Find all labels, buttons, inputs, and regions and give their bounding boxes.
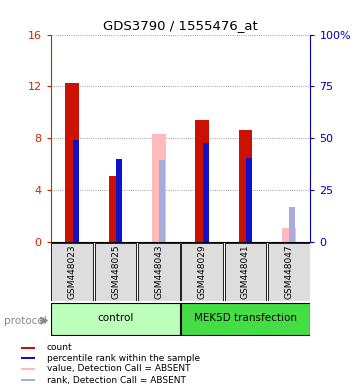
Bar [282, 228, 296, 242]
Bar [246, 158, 252, 242]
Bar [268, 243, 310, 301]
Bar [109, 176, 122, 242]
Bar [195, 120, 209, 242]
Text: GSM448043: GSM448043 [155, 244, 163, 299]
Text: protocol: protocol [4, 316, 46, 326]
Text: GSM448029: GSM448029 [198, 244, 206, 299]
Text: MEK5D transfection: MEK5D transfection [194, 313, 297, 323]
Bar [289, 207, 295, 242]
Text: rank, Detection Call = ABSENT: rank, Detection Call = ABSENT [47, 376, 186, 384]
Bar [21, 379, 35, 381]
Text: GSM448041: GSM448041 [241, 244, 250, 299]
Bar [181, 303, 310, 334]
Text: GSM448023: GSM448023 [68, 244, 77, 299]
Bar [159, 160, 165, 242]
Bar [95, 243, 136, 301]
Bar [51, 303, 180, 334]
Text: value, Detection Call = ABSENT: value, Detection Call = ABSENT [47, 364, 190, 374]
Bar [203, 144, 209, 242]
Bar [181, 243, 223, 301]
Text: control: control [97, 313, 134, 323]
Text: GSM448047: GSM448047 [284, 244, 293, 299]
Bar [152, 134, 166, 242]
Text: GSM448025: GSM448025 [111, 244, 120, 299]
Title: GDS3790 / 1555476_at: GDS3790 / 1555476_at [103, 19, 258, 32]
Text: count: count [47, 343, 72, 352]
Bar [116, 159, 122, 242]
Bar [138, 243, 180, 301]
Bar [225, 243, 266, 301]
Bar [21, 347, 35, 349]
Bar [21, 368, 35, 370]
Bar [21, 357, 35, 359]
Text: percentile rank within the sample: percentile rank within the sample [47, 354, 200, 363]
Bar [65, 83, 79, 242]
Bar [73, 139, 79, 242]
Bar [51, 243, 93, 301]
Bar [239, 131, 252, 242]
